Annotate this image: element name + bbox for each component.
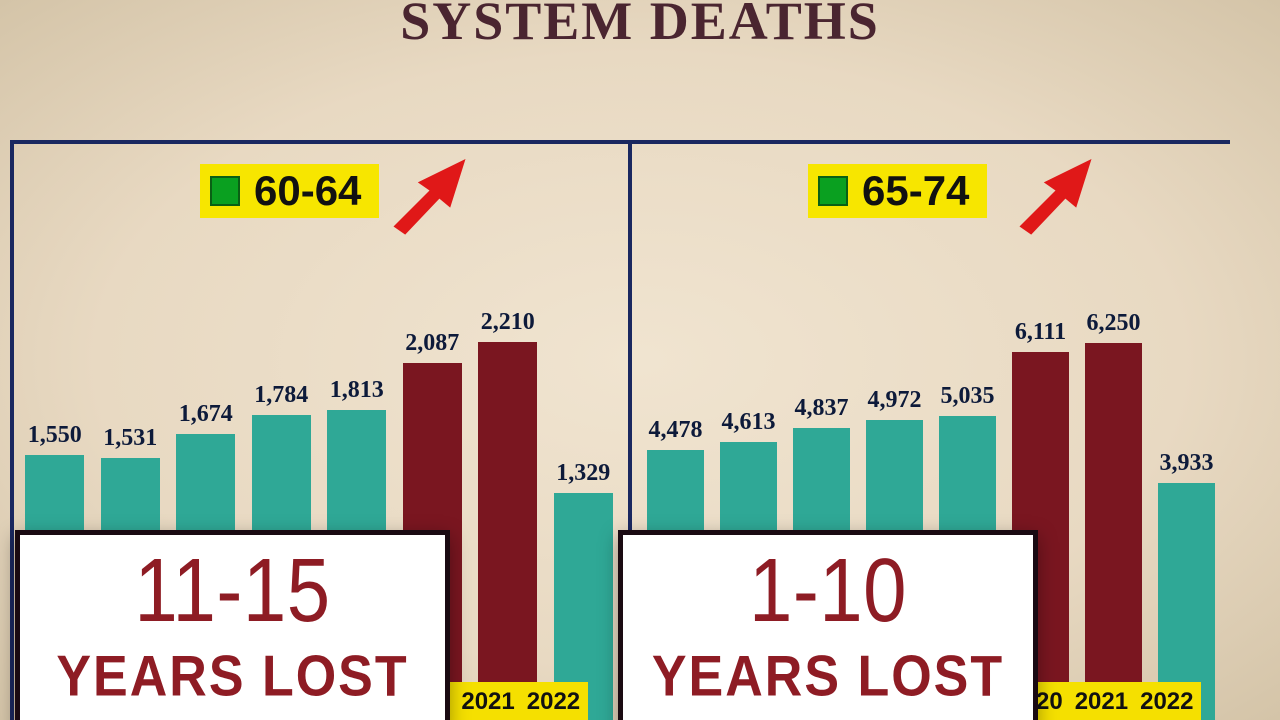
bar-value-label: 1,329 xyxy=(556,460,610,487)
years-lost-label: YEARS LOST xyxy=(633,644,1023,710)
axis-year: 2021 xyxy=(461,688,514,716)
axis-year: 2022 xyxy=(527,688,580,716)
legend-label: 65-74 xyxy=(862,167,969,215)
bar-rect xyxy=(478,342,537,720)
bar-rect xyxy=(1085,343,1142,720)
bar-value-label: 2,087 xyxy=(405,330,459,357)
legend-square-icon xyxy=(210,176,240,206)
years-lost-box-right: 1-10 YEARS LOST xyxy=(618,530,1038,720)
x-axis-labels-left: 020212022 xyxy=(428,682,588,720)
bar-value-label: 3,933 xyxy=(1160,450,1214,477)
page-title: SYSTEM DEATHS xyxy=(0,0,1280,52)
bar-value-label: 1,784 xyxy=(254,382,308,409)
bar: 2,210 xyxy=(473,240,543,720)
bar-value-label: 4,837 xyxy=(795,395,849,422)
bar-value-label: 4,972 xyxy=(868,387,922,414)
bar-value-label: 4,613 xyxy=(722,409,776,436)
bar-value-label: 6,250 xyxy=(1087,310,1141,337)
x-axis-labels-right: 20 2021 2022 xyxy=(1028,682,1201,720)
bar-value-label: 4,478 xyxy=(649,417,703,444)
bar-value-label: 6,111 xyxy=(1015,319,1066,346)
years-lost-label: YEARS LOST xyxy=(30,644,435,710)
bar-value-label: 1,531 xyxy=(103,425,157,452)
bar: 6,250 xyxy=(1080,240,1147,720)
legend-60-64: 60-64 xyxy=(200,164,379,218)
axis-year: 20 xyxy=(1036,688,1063,716)
legend-square-icon xyxy=(818,176,848,206)
axis-year: 2021 xyxy=(1075,688,1128,716)
years-lost-range: 1-10 xyxy=(633,550,1023,631)
legend-65-74: 65-74 xyxy=(808,164,987,218)
bar-value-label: 5,035 xyxy=(941,383,995,410)
years-lost-range: 11-15 xyxy=(30,550,435,631)
bar-value-label: 2,210 xyxy=(481,309,535,336)
axis-year: 2022 xyxy=(1140,688,1193,716)
bar-value-label: 1,674 xyxy=(179,401,233,428)
bar-value-label: 1,813 xyxy=(330,377,384,404)
bar: 3,933 xyxy=(1153,240,1220,720)
trend-arrow-icon xyxy=(380,150,470,240)
years-lost-box-left: 11-15 YEARS LOST xyxy=(15,530,450,720)
trend-arrow-icon xyxy=(1006,150,1096,240)
bar: 1,329 xyxy=(549,240,619,720)
legend-label: 60-64 xyxy=(254,167,361,215)
bar-value-label: 1,550 xyxy=(28,422,82,449)
